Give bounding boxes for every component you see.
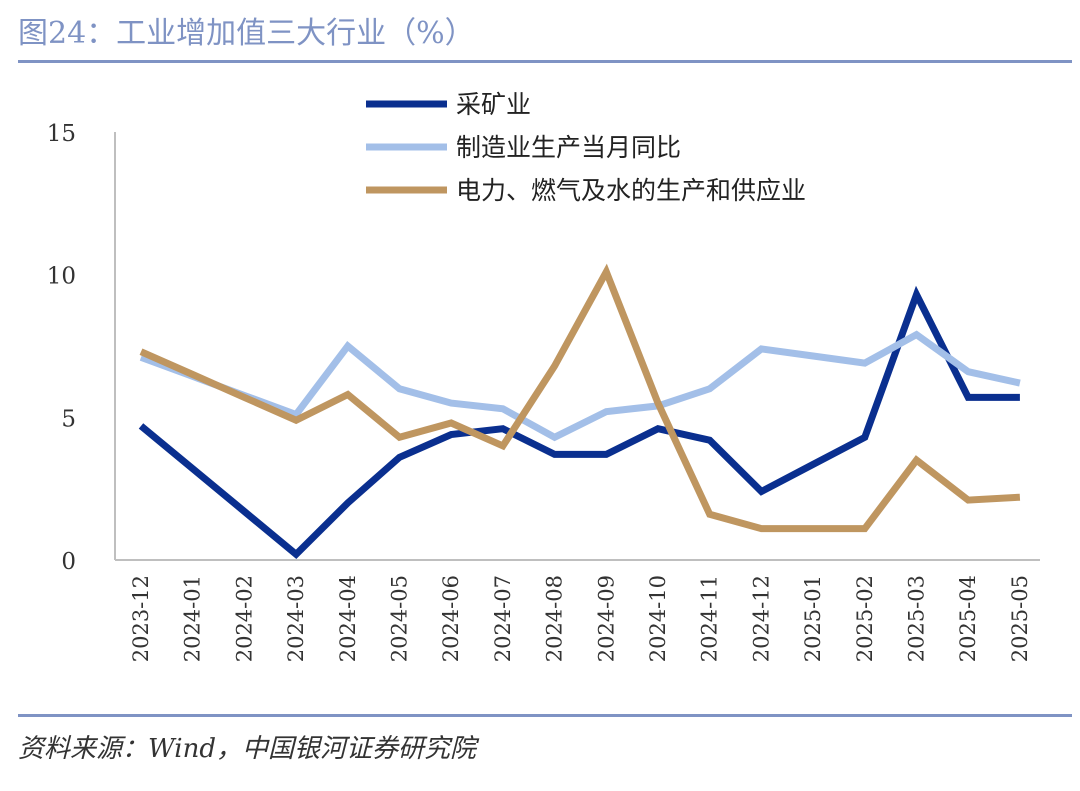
- x-tick-label: 2024-02: [232, 575, 256, 662]
- y-tick-label: 0: [61, 549, 76, 575]
- y-tick-label: 10: [47, 264, 76, 290]
- x-tick-label: 2024-05: [388, 575, 412, 662]
- series-lines: [138, 263, 1021, 560]
- x-tick-label: 2024-01: [181, 575, 205, 662]
- x-tick-label: 2025-04: [956, 575, 980, 662]
- x-tick-label: 2025-05: [1008, 575, 1032, 662]
- source-note: 资料来源：Wind，中国银河证券研究院: [18, 734, 476, 764]
- axes: 0 5 10 15 2023-12 2024-01 2024-02 2024-03 2024-0…: [47, 121, 1040, 662]
- series-line-2: [139, 263, 1021, 533]
- series-line-1: [139, 330, 1021, 442]
- y-tick-label: 15: [47, 121, 76, 147]
- x-tick-label: 2025-01: [801, 575, 825, 662]
- x-tick-label: 2024-06: [439, 575, 463, 662]
- x-tick-label: 2025-02: [853, 575, 877, 662]
- series-line-0: [138, 285, 1020, 560]
- x-tick-label: 2024-08: [543, 575, 567, 662]
- x-tick-label: 2024-04: [336, 575, 360, 662]
- x-tick-label: 2024-09: [594, 575, 618, 662]
- legend-label: 采矿业: [456, 90, 531, 119]
- footer-divider: [18, 714, 1072, 717]
- x-tick-label: 2024-03: [284, 575, 308, 662]
- legend-label: 制造业生产当月同比: [456, 133, 681, 162]
- x-tick-label: 2024-07: [491, 575, 515, 662]
- title-divider: [18, 60, 1072, 63]
- x-tick-label: 2024-12: [749, 575, 773, 662]
- x-tick-label: 2025-03: [905, 575, 929, 662]
- legend-label: 电力、燃气及水的生产和供应业: [456, 176, 806, 205]
- x-tick-label: 2024-10: [646, 575, 670, 662]
- x-tick-label: 2023-12: [129, 575, 153, 662]
- x-tick-label: 2024-11: [698, 575, 722, 662]
- y-tick-label: 5: [61, 406, 76, 432]
- chart-title: 图24：工业增加值三大行业（%）: [18, 16, 475, 51]
